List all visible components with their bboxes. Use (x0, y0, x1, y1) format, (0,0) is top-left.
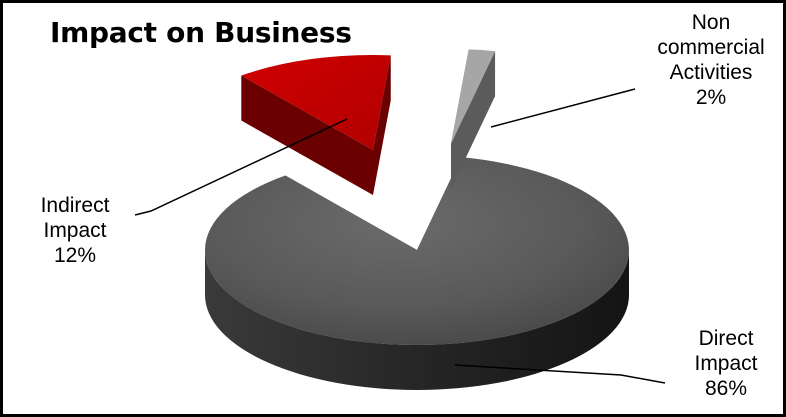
slice-top (205, 157, 630, 345)
slice-name-line: Impact (694, 352, 758, 375)
slice-top (451, 49, 496, 145)
slice-value-label: 2% (695, 86, 727, 109)
slice-wall (241, 75, 373, 195)
pie-slice (241, 55, 391, 196)
slice-value-label: 86% (704, 377, 748, 400)
slice-label-direct: Direct Impact 86% (667, 326, 783, 401)
slice-label-noncommercial: Non commercial Activities 2% (639, 10, 783, 110)
slice-name-line: commercial (657, 36, 765, 59)
pie-slice (205, 157, 630, 390)
slice-label-indirect: Indirect Impact 12% (9, 193, 141, 268)
slice-name-line: Direct (698, 327, 754, 350)
leader-line (490, 88, 636, 128)
slice-name-line: Impact (43, 219, 107, 242)
slice-wall (451, 51, 496, 190)
leader-line (134, 118, 348, 216)
slice-name-line: Indirect (40, 194, 110, 217)
slice-wall (373, 55, 391, 196)
slice-side (205, 250, 629, 390)
slice-value-label: 12% (53, 244, 97, 267)
slice-top (241, 55, 391, 151)
leader-line (454, 364, 666, 384)
chart-title: Impact on Business (50, 16, 352, 49)
slice-name-line: Non (691, 11, 731, 34)
pie-slice (451, 49, 496, 190)
slice-name-line: Activities (669, 61, 753, 84)
pie-chart (134, 49, 666, 390)
